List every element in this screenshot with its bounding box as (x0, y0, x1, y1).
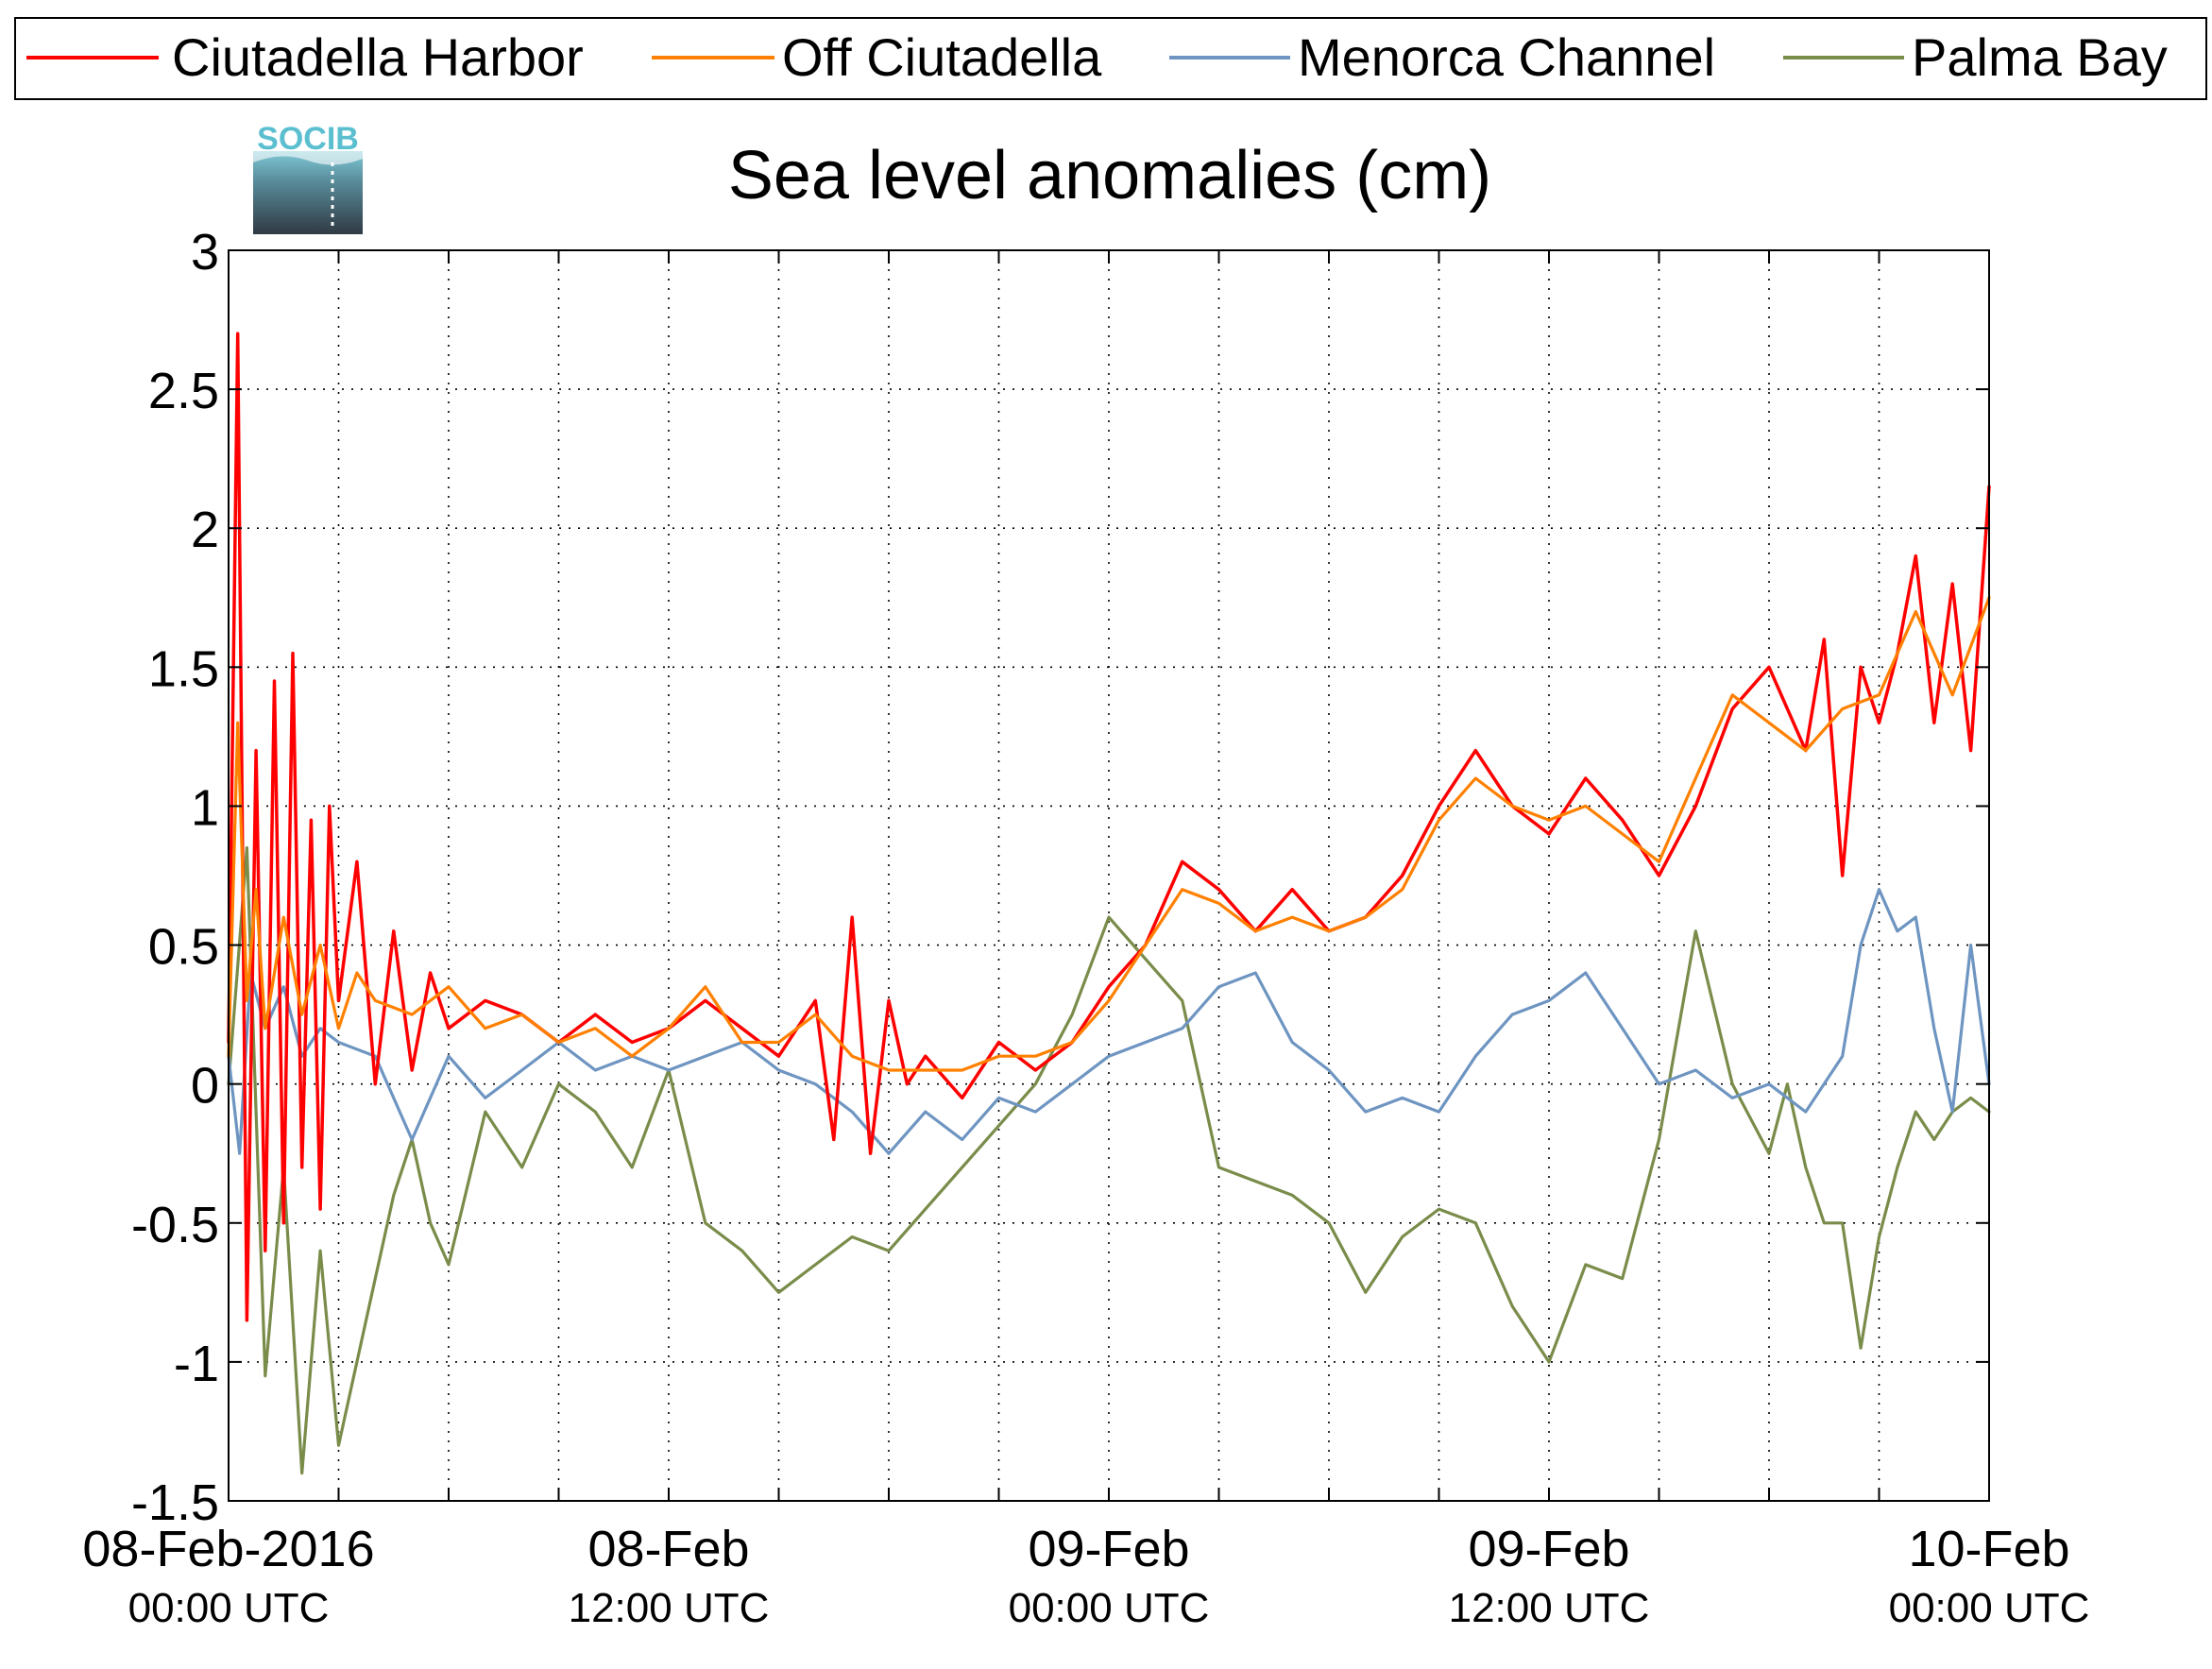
x-tick-label-date: 10-Feb (1908, 1521, 2069, 1577)
x-axis-labels: 08-Feb-2016 00:00 UTC 08-Feb 12:00 UTC 09-Fe… (82, 1521, 2089, 1631)
logo-text: SOCIB (257, 121, 359, 157)
x-tick-label-date: 08-Feb-2016 (82, 1521, 374, 1577)
x-tick-label-time: 00:00 UTC (1009, 1585, 1210, 1631)
legend: Ciutadella Harbor Off Ciutadella Menorca C… (14, 17, 2207, 100)
legend-label: Menorca Channel (1298, 27, 1715, 87)
y-tick-label: 3 (191, 224, 219, 281)
y-tick-label: 1.5 (148, 640, 219, 697)
y-tick-label: -0.5 (131, 1197, 219, 1253)
series-layer (227, 332, 1991, 1475)
legend-label: Off Ciutadella (782, 27, 1102, 87)
series-line-off-ciutadella (227, 596, 1991, 1072)
grid (229, 250, 1989, 1501)
x-tick-label-time: 00:00 UTC (1889, 1585, 2090, 1631)
y-tick-label: 0.5 (148, 919, 219, 976)
series-line-menorca-channel (227, 888, 1991, 1155)
x-tick-label-time: 12:00 UTC (569, 1585, 770, 1631)
socib-logo: SOCIB (253, 121, 363, 234)
y-tick-label: 2 (191, 502, 219, 558)
x-tick-label-date: 09-Feb (1468, 1521, 1629, 1577)
legend-label: Palma Bay (1912, 27, 2168, 87)
y-tick-label: -1.5 (131, 1474, 219, 1531)
x-tick-label-date: 08-Feb (587, 1521, 749, 1577)
x-tick-label-date: 09-Feb (1028, 1521, 1189, 1577)
x-tick-label-time: 00:00 UTC (128, 1585, 330, 1631)
y-tick-label: -1 (174, 1336, 219, 1392)
chart-title: Sea level anomalies (cm) (728, 138, 1491, 213)
y-axis-labels: -1.5 -1 -0.5 0 0.5 1 1.5 2 2.5 3 (131, 224, 219, 1531)
ticks (228, 249, 1990, 1502)
y-tick-label: 0 (191, 1058, 219, 1115)
x-tick-label-time: 12:00 UTC (1449, 1585, 1650, 1631)
series-line-ciutadella-harbor (227, 332, 1991, 1322)
y-tick-label: 1 (191, 779, 219, 836)
legend-label: Ciutadella Harbor (172, 27, 584, 87)
y-tick-label: 2.5 (148, 363, 219, 419)
